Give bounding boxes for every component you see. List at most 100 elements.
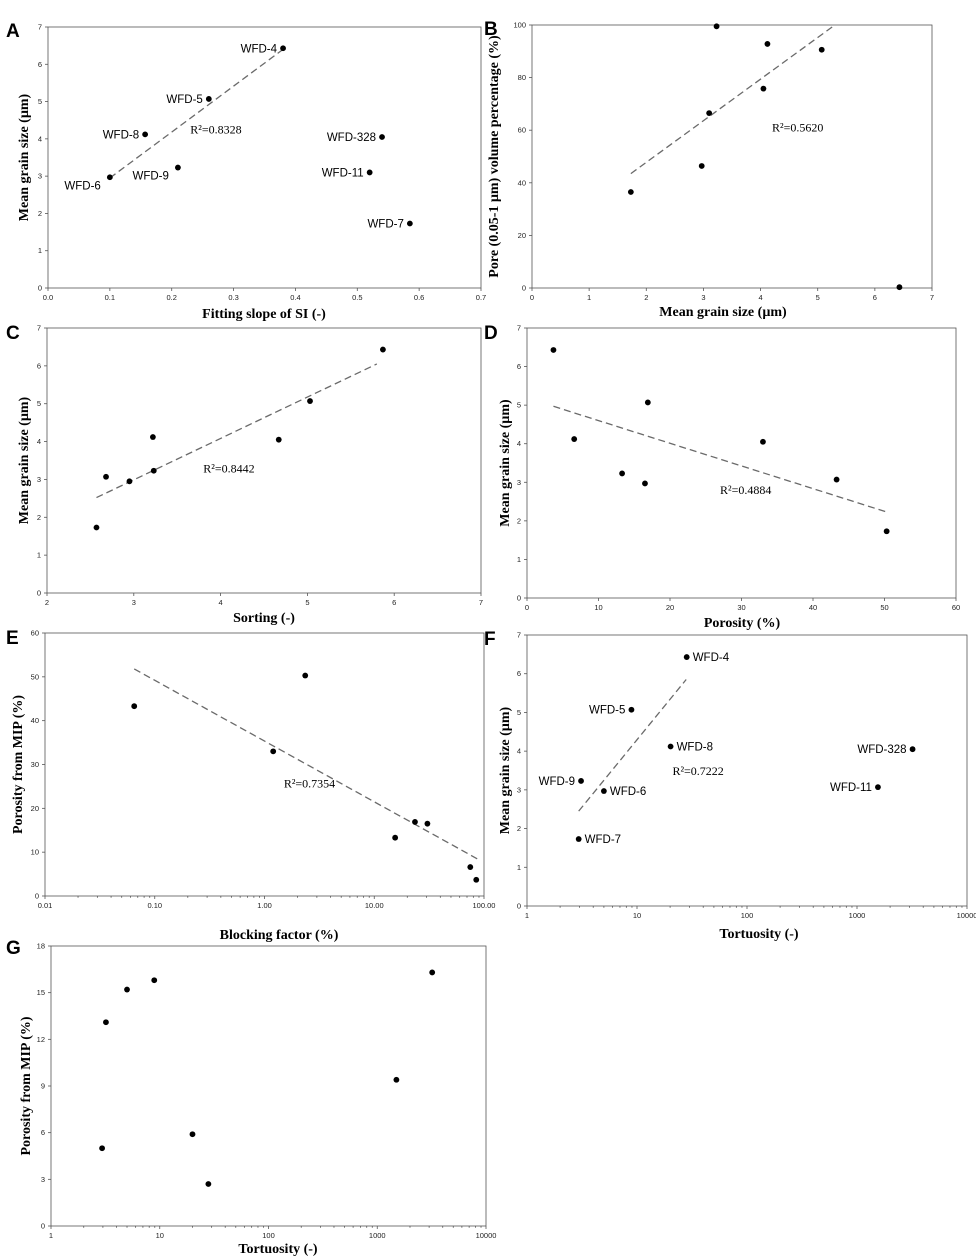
x-tick-label: 10 (156, 1231, 164, 1240)
point-label: WFD-8 (677, 741, 713, 753)
x-tick-label: 10 (594, 603, 602, 612)
y-tick-label: 9 (41, 1082, 45, 1091)
data-point (275, 436, 282, 443)
y-tick-label: 2 (517, 516, 521, 525)
data-point (698, 163, 705, 169)
x-tick-label: 0.0 (43, 293, 53, 302)
y-axis-title: Pore (0.05-1 µm) volume percentage (%) (487, 35, 502, 278)
x-tick-label: 1000 (369, 1231, 386, 1240)
x-tick-label: 0.1 (105, 293, 115, 302)
fit-line (630, 24, 836, 175)
data-point (628, 706, 635, 713)
data-point (473, 876, 480, 883)
data-point (575, 836, 582, 842)
y-axis-title: Mean grain size (µm) (498, 399, 513, 527)
y-axis-title: Mean grain size (µm) (17, 396, 32, 524)
data-point (106, 174, 113, 181)
data-point (412, 819, 418, 825)
y-tick-label: 20 (31, 804, 39, 813)
fit-line (96, 363, 378, 499)
panel-label: B (484, 19, 498, 40)
data-point (379, 134, 385, 140)
y-axis-title: Porosity from MIP (%) (19, 1016, 34, 1155)
x-tick-label: 0.3 (228, 293, 238, 302)
r-squared-label: R²=0.8328 (190, 122, 241, 136)
panel-c: C 2 3 4 5 6 7 0 1 2 3 4 5 6 7 Sorting (-) Mean grain siz… (6, 323, 483, 626)
data-point (833, 476, 840, 483)
panel-b: B 0 1 2 3 4 5 6 7 0 20 40 60 80 100 Mean grain size (µm… (484, 19, 934, 320)
x-tick-label: 100.00 (473, 901, 496, 910)
y-tick-label: 3 (37, 475, 41, 484)
data-point (189, 1131, 196, 1138)
plot-frame (47, 26, 482, 289)
data-point (99, 1145, 105, 1152)
data-point (883, 528, 890, 535)
x-tick-label: 0.2 (166, 293, 176, 302)
point-label: WFD-9 (132, 171, 168, 183)
panel-d: D 0 10 20 30 40 50 60 0 1 2 3 4 5 6 7 Porosity (%) Mean g… (484, 323, 960, 631)
y-tick-label: 7 (517, 631, 521, 640)
y-tick-label: 5 (517, 708, 521, 717)
y-tick-label: 6 (517, 669, 521, 678)
plot-frame (46, 327, 482, 594)
y-tick-label: 0 (41, 1222, 45, 1231)
y-tick-label: 2 (38, 209, 42, 218)
y-tick-label: 60 (518, 126, 526, 135)
r-squared-label: R²=0.7222 (672, 764, 723, 778)
data-point (909, 746, 916, 753)
point-label: WFD-9 (539, 776, 575, 788)
x-tick-label: 0.10 (147, 901, 162, 910)
x-tick-label: 6 (392, 598, 396, 607)
x-tick-label: 2 (45, 598, 49, 607)
fit-line (109, 48, 284, 179)
data-point (380, 346, 386, 353)
y-tick-label: 7 (37, 324, 41, 333)
y-tick-label: 3 (517, 478, 521, 487)
panel-g: G 1 10 100 1000 10000 0 3 6 9 12 15 18 Tortuosity (-)… (6, 938, 496, 1257)
x-tick-label: 6 (873, 293, 877, 302)
y-tick-label: 0 (522, 284, 526, 293)
x-tick-label: 3 (701, 293, 705, 302)
r-squared-label: R²=0.5620 (772, 121, 823, 135)
plot-frame (531, 24, 933, 289)
x-tick-label: 100 (741, 911, 754, 920)
panel-label: D (484, 323, 498, 344)
data-point (578, 778, 584, 784)
y-tick-label: 3 (517, 785, 521, 794)
y-tick-label: 0 (517, 594, 521, 603)
x-tick-label: 0 (530, 293, 534, 302)
point-label: WFD-5 (166, 94, 202, 106)
y-tick-label: 5 (38, 97, 42, 106)
panel-label: E (6, 628, 19, 649)
y-tick-label: 7 (517, 324, 521, 333)
fit-line (578, 679, 687, 812)
data-point (406, 220, 413, 227)
data-point (875, 784, 881, 791)
y-tick-label: 60 (31, 629, 39, 638)
y-tick-label: 30 (31, 760, 39, 769)
x-tick-label: 0.4 (290, 293, 300, 302)
x-tick-label: 3 (132, 598, 136, 607)
y-tick-label: 1 (37, 551, 41, 560)
x-axis-title: Sorting (-) (233, 611, 295, 626)
plot-frame (526, 327, 957, 599)
y-tick-label: 7 (38, 23, 42, 32)
x-tick-label: 1.00 (257, 901, 272, 910)
x-tick-label: 5 (305, 598, 309, 607)
x-tick-label: 10.00 (365, 901, 384, 910)
y-tick-label: 4 (38, 134, 42, 143)
y-tick-label: 3 (38, 172, 42, 181)
y-tick-label: 4 (517, 439, 521, 448)
y-tick-label: 2 (37, 513, 41, 522)
data-point (302, 672, 309, 679)
data-point (124, 986, 130, 993)
y-tick-label: 15 (37, 988, 45, 997)
fit-line (553, 405, 887, 513)
data-point (667, 743, 674, 750)
panel-label: A (6, 21, 20, 42)
x-tick-label: 4 (219, 598, 223, 607)
data-point (627, 189, 634, 195)
x-tick-label: 100 (262, 1231, 275, 1240)
x-tick-label: 0.7 (476, 293, 486, 302)
